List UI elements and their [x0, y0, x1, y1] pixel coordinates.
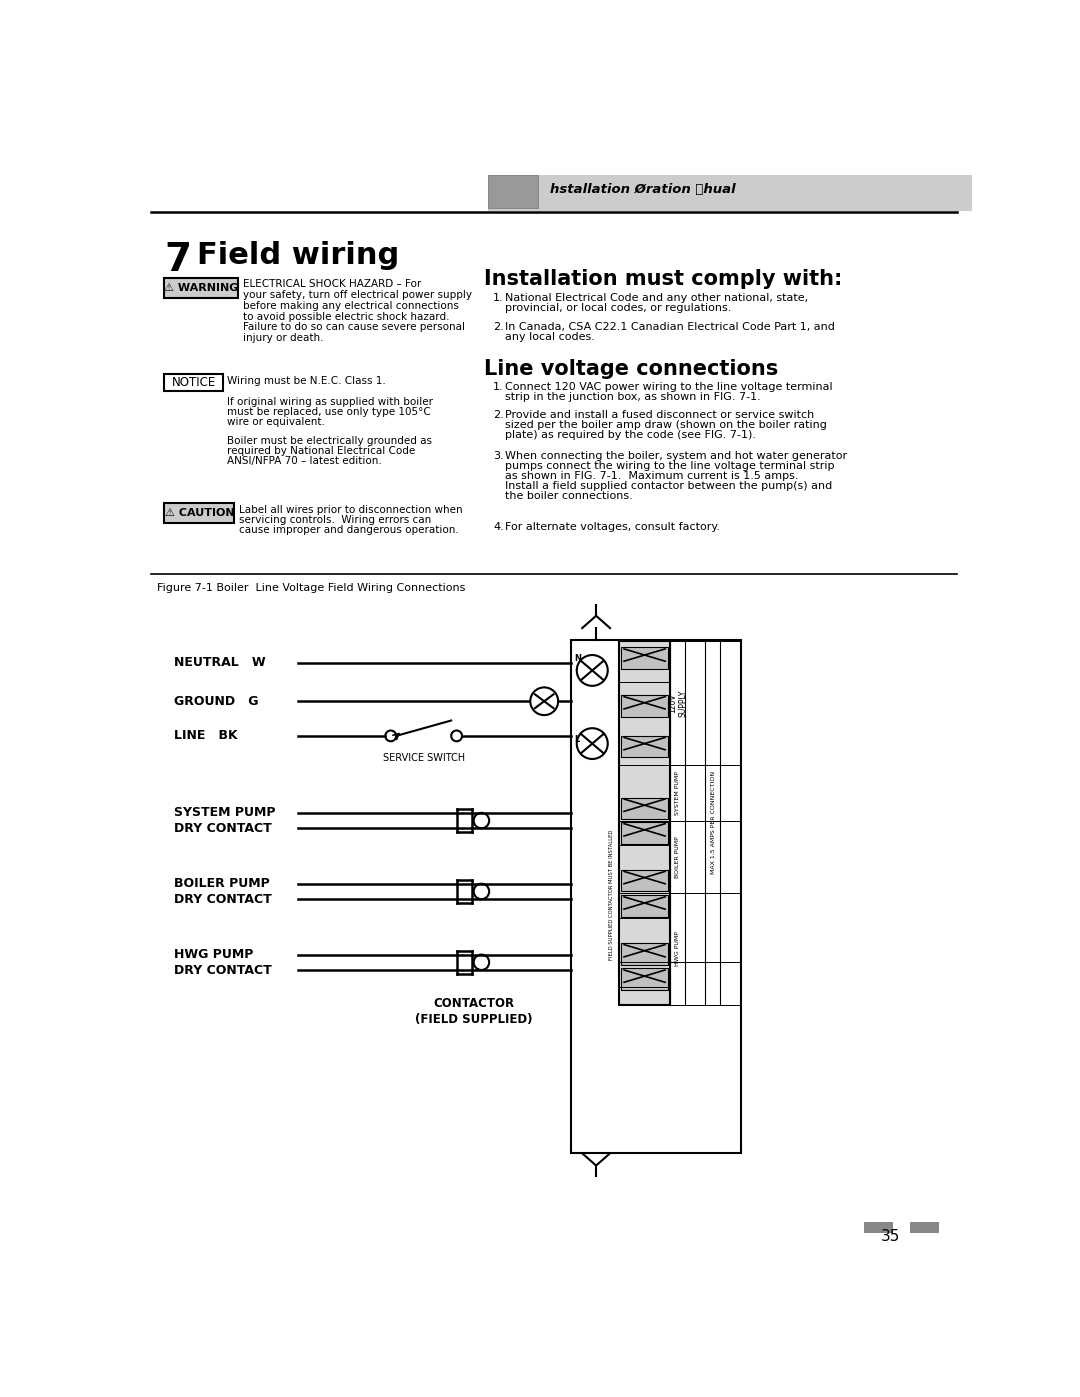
- Bar: [621, 943, 669, 964]
- Text: ANSI/NFPA 70 – latest edition.: ANSI/NFPA 70 – latest edition.: [227, 455, 382, 465]
- Bar: [621, 870, 669, 891]
- Text: National Electrical Code and any other national, state,: National Electrical Code and any other n…: [505, 293, 809, 303]
- Text: HWG PUMP: HWG PUMP: [675, 932, 680, 967]
- Text: 1.: 1.: [494, 381, 503, 391]
- Text: Failure to do so can cause severe personal: Failure to do so can cause severe person…: [243, 323, 464, 332]
- Bar: [621, 895, 669, 916]
- Text: If original wiring as supplied with boiler: If original wiring as supplied with boil…: [227, 397, 433, 407]
- Bar: [164, 278, 238, 298]
- Text: SERVICE SWITCH: SERVICE SWITCH: [382, 753, 464, 763]
- Text: NOTICE: NOTICE: [172, 376, 216, 388]
- Text: wire or equivalent.: wire or equivalent.: [227, 418, 325, 427]
- Text: GROUND   G: GROUND G: [174, 694, 258, 708]
- Text: MAX 1.5 AMPS PER CONNECTION: MAX 1.5 AMPS PER CONNECTION: [712, 771, 716, 875]
- Bar: [488, 176, 538, 208]
- Text: LINE   BK: LINE BK: [174, 729, 238, 742]
- Bar: [164, 503, 234, 522]
- Text: Provide and install a fused disconnect or service switch: Provide and install a fused disconnect o…: [505, 411, 814, 420]
- Text: pumps connect the wiring to the line voltage terminal strip: pumps connect the wiring to the line vol…: [505, 461, 835, 471]
- Text: 120V
SUPPLY: 120V SUPPLY: [667, 690, 687, 717]
- Text: Wiring must be N.E.C. Class 1.: Wiring must be N.E.C. Class 1.: [227, 376, 386, 386]
- Text: injury or death.: injury or death.: [243, 334, 323, 344]
- Text: Boiler must be electrically grounded as: Boiler must be electrically grounded as: [227, 436, 432, 446]
- Bar: [571, 640, 741, 1154]
- Bar: [621, 798, 669, 819]
- Bar: [621, 968, 669, 990]
- Text: NEUTRAL   W: NEUTRAL W: [174, 657, 266, 669]
- Circle shape: [530, 687, 558, 715]
- Circle shape: [474, 954, 489, 970]
- Text: Installation must comply with:: Installation must comply with:: [484, 270, 842, 289]
- Text: ⚠ WARNING: ⚠ WARNING: [164, 282, 239, 293]
- Text: ⚠ CAUTION: ⚠ CAUTION: [164, 507, 234, 518]
- Text: before making any electrical connections: before making any electrical connections: [243, 300, 459, 312]
- Text: For alternate voltages, consult factory.: For alternate voltages, consult factory.: [505, 522, 720, 532]
- Circle shape: [474, 884, 489, 900]
- Bar: [910, 1222, 940, 1232]
- Text: to avoid possible electric shock hazard.: to avoid possible electric shock hazard.: [243, 312, 449, 321]
- Text: SYSTEM PUMP: SYSTEM PUMP: [675, 771, 680, 814]
- Circle shape: [577, 655, 608, 686]
- Text: cause improper and dangerous operation.: cause improper and dangerous operation.: [239, 525, 459, 535]
- Text: any local codes.: any local codes.: [505, 331, 595, 342]
- Text: 35: 35: [881, 1229, 901, 1243]
- Text: hstallation Øration 仔hual: hstallation Øration 仔hual: [550, 183, 735, 197]
- Circle shape: [577, 728, 608, 759]
- Text: servicing controls.  Wiring errors can: servicing controls. Wiring errors can: [239, 515, 431, 525]
- Text: BOILER PUMP: BOILER PUMP: [675, 835, 680, 877]
- Bar: [164, 374, 222, 391]
- Text: sized per the boiler amp draw (shown on the boiler rating: sized per the boiler amp draw (shown on …: [505, 420, 827, 430]
- Text: N: N: [575, 654, 581, 664]
- Text: CONTACTOR
(FIELD SUPPLIED): CONTACTOR (FIELD SUPPLIED): [415, 997, 532, 1025]
- Text: Field wiring: Field wiring: [197, 240, 400, 270]
- Text: Figure 7-1 Boiler  Line Voltage Field Wiring Connections: Figure 7-1 Boiler Line Voltage Field Wir…: [157, 584, 465, 594]
- Bar: [621, 696, 669, 717]
- Text: your safety, turn off electrical power supply: your safety, turn off electrical power s…: [243, 291, 472, 300]
- Text: Line voltage connections: Line voltage connections: [484, 359, 778, 379]
- Text: required by National Electrical Code: required by National Electrical Code: [227, 446, 416, 455]
- Text: strip in the junction box, as shown in FIG. 7-1.: strip in the junction box, as shown in F…: [505, 391, 761, 402]
- Bar: [619, 641, 670, 1004]
- Text: as shown in FIG. 7-1.  Maximum current is 1.5 amps.: as shown in FIG. 7-1. Maximum current is…: [505, 471, 799, 481]
- Text: 1.: 1.: [494, 293, 503, 303]
- Text: plate) as required by the code (see FIG. 7-1).: plate) as required by the code (see FIG.…: [505, 430, 756, 440]
- Text: 2.: 2.: [494, 321, 503, 331]
- Bar: [621, 823, 669, 844]
- Text: the boiler connections.: the boiler connections.: [505, 490, 633, 502]
- Text: SYSTEM PUMP
DRY CONTACT: SYSTEM PUMP DRY CONTACT: [174, 806, 275, 835]
- Text: Label all wires prior to disconnection when: Label all wires prior to disconnection w…: [239, 504, 462, 515]
- Text: L: L: [575, 735, 580, 745]
- Bar: [864, 1222, 893, 1232]
- Text: 3.: 3.: [494, 451, 503, 461]
- Text: provincial, or local codes, or regulations.: provincial, or local codes, or regulatio…: [505, 303, 732, 313]
- Text: HWG PUMP
DRY CONTACT: HWG PUMP DRY CONTACT: [174, 947, 271, 977]
- Bar: [488, 176, 972, 211]
- Circle shape: [386, 731, 396, 742]
- Bar: [621, 736, 669, 757]
- Text: 2.: 2.: [494, 411, 503, 420]
- Text: FIELD SUPPLIED CONTACTOR MUST BE INSTALLED: FIELD SUPPLIED CONTACTOR MUST BE INSTALL…: [609, 830, 615, 961]
- Text: BOILER PUMP
DRY CONTACT: BOILER PUMP DRY CONTACT: [174, 877, 271, 905]
- Circle shape: [451, 731, 462, 742]
- Circle shape: [474, 813, 489, 828]
- Text: 4.: 4.: [494, 522, 503, 532]
- Text: ELECTRICAL SHOCK HAZARD – For: ELECTRICAL SHOCK HAZARD – For: [243, 279, 421, 289]
- Text: 7: 7: [164, 240, 191, 279]
- Text: In Canada, CSA C22.1 Canadian Electrical Code Part 1, and: In Canada, CSA C22.1 Canadian Electrical…: [505, 321, 835, 331]
- Text: Connect 120 VAC power wiring to the line voltage terminal: Connect 120 VAC power wiring to the line…: [505, 381, 833, 391]
- Text: Install a field supplied contactor between the pump(s) and: Install a field supplied contactor betwe…: [505, 481, 833, 490]
- Bar: [621, 647, 669, 669]
- Text: must be replaced, use only type 105°C: must be replaced, use only type 105°C: [227, 407, 431, 418]
- Text: When connecting the boiler, system and hot water generator: When connecting the boiler, system and h…: [505, 451, 848, 461]
